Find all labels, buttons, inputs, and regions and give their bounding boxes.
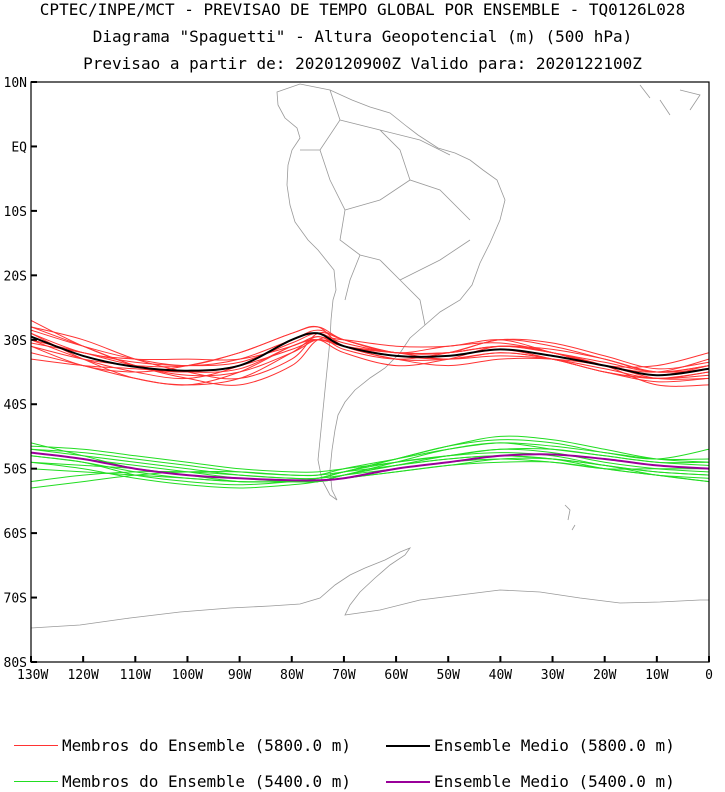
antarctica-coastline [31,547,709,629]
legend-mean-5800: Ensemble Medio (5800.0 m) [386,736,675,755]
legend-label-members-5400: Membros do Ensemble (5400.0 m) [62,772,351,791]
ensemble-mean-5400-line [31,451,709,482]
lon-label-80w: 80W [280,668,304,683]
lat-label-70s: 70S [4,592,27,607]
legend-members-5400: Membros do Ensemble (5400.0 m) [14,772,351,791]
legend-label-mean-5400: Ensemble Medio (5400.0 m) [434,772,675,791]
lat-label-eq: EQ [11,140,27,155]
legend-swatch-members-5400 [14,781,58,782]
legend-swatch-mean-5800 [386,744,430,747]
country-borders [300,89,471,326]
lon-label-60w: 60W [384,668,408,683]
lon-label-120w: 120W [67,668,98,683]
lat-label-10s: 10S [4,205,27,220]
legend-label-members-5800: Membros do Ensemble (5800.0 m) [62,736,351,755]
coastline-layer [31,83,709,629]
lon-label-0: 0 [705,668,713,683]
lat-label-60s: 60S [4,527,27,542]
legend-swatch-members-5800 [14,745,58,746]
legend-swatch-mean-5400 [386,780,430,783]
legend-members-5800: Membros do Ensemble (5800.0 m) [14,736,351,755]
member-5800-line-10 [31,332,709,386]
lat-label-20s: 20S [4,269,27,284]
legend-mean-5400: Ensemble Medio (5400.0 m) [386,772,675,791]
title-line-1: CPTEC/INPE/MCT - PREVISAO DE TEMPO GLOBA… [39,0,686,19]
lat-label-80s: 80S [4,656,27,671]
lon-label-70w: 70W [332,668,356,683]
lon-label-90w: 90W [228,668,252,683]
member-5400-line-5 [31,445,709,473]
lon-label-100w: 100W [172,668,203,683]
lon-label-30w: 30W [541,668,565,683]
lon-label-40w: 40W [489,668,513,683]
title-line-2: Diagrama "Spaguetti" - Altura Geopotenci… [92,27,633,46]
ensemble-mean-5800-line [31,332,709,377]
lon-label-50w: 50W [436,668,460,683]
lat-label-30s: 30S [4,334,27,349]
lon-label-130w: 130W [17,668,48,683]
title-line-3: Previsao a partir de: 2020120900Z Valido… [83,54,642,73]
lon-label-10w: 10W [645,668,669,683]
lon-label-20w: 20W [593,668,617,683]
member-5400-line-12 [31,455,709,489]
plot-frame [30,81,710,663]
legend-label-mean-5800: Ensemble Medio (5800.0 m) [434,736,675,755]
south-georgia-islands [564,504,576,531]
lat-label-50s: 50S [4,463,27,478]
caribbean-islands [639,84,701,116]
lat-label-40s: 40S [4,398,27,413]
south-america-coastline [276,83,506,501]
lon-label-110w: 110W [120,668,151,683]
member-5800-line-9 [31,326,709,373]
lat-label-10n: 10N [4,76,27,91]
